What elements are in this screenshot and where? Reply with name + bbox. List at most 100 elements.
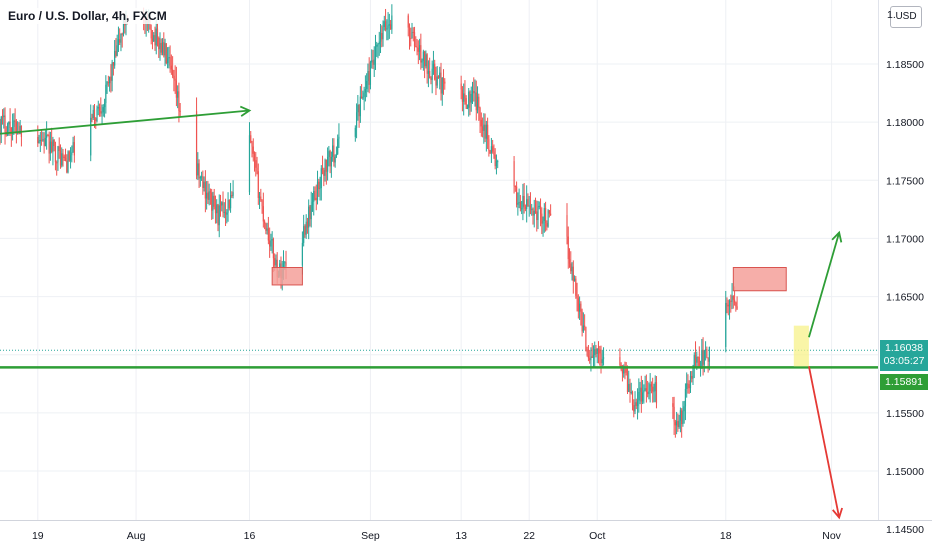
candle-body — [284, 262, 286, 264]
candle-body — [534, 210, 537, 212]
candle-body — [67, 151, 69, 173]
price-tick-label: 1.18000 — [886, 117, 924, 129]
candle-body — [471, 90, 474, 95]
candle-body — [232, 192, 234, 196]
candle-body — [334, 156, 336, 163]
candle-body — [568, 259, 571, 264]
candle-body — [623, 366, 625, 374]
candle-body — [163, 42, 165, 56]
candle-body — [97, 107, 99, 109]
candle-body — [539, 205, 542, 214]
red-resistance-box[interactable] — [271, 267, 303, 286]
candle-body — [73, 142, 75, 156]
candle-body — [476, 96, 479, 111]
red-arrow[interactable] — [808, 366, 841, 518]
candle-body — [547, 210, 549, 227]
green-arrow[interactable] — [0, 109, 250, 135]
candle-body — [71, 152, 73, 156]
green-arrow[interactable] — [808, 232, 841, 338]
candle-body — [209, 191, 212, 193]
candle-body — [9, 121, 11, 129]
candle-body — [473, 90, 475, 93]
green-arrow-head — [239, 105, 252, 117]
candle-body — [529, 205, 532, 210]
candle-body — [332, 145, 334, 157]
time-tick-label: 18 — [720, 530, 732, 542]
candle-body — [315, 197, 317, 201]
candle-body — [576, 295, 578, 299]
candle-body — [114, 50, 116, 66]
yellow-highlight-box[interactable] — [793, 325, 809, 367]
candle-body — [364, 89, 366, 93]
last-price-value: 1.16038 — [885, 342, 923, 354]
candle-body — [542, 220, 544, 224]
candle-body — [736, 306, 738, 309]
candle-body — [494, 154, 496, 167]
candle-body — [257, 171, 259, 198]
candle-body — [514, 186, 516, 188]
candle-body — [484, 124, 486, 139]
time-tick-label: 22 — [523, 530, 535, 542]
candle-body — [252, 146, 254, 154]
candle-body — [571, 266, 573, 272]
candle-body — [214, 206, 217, 214]
currency-button[interactable]: USD — [890, 6, 922, 28]
red-resistance-box[interactable] — [732, 267, 787, 292]
candle-body — [362, 96, 364, 99]
candle-body — [654, 382, 656, 392]
candle-body — [361, 96, 363, 99]
candle-body — [692, 366, 694, 379]
candle-body — [480, 119, 482, 127]
candle-body — [584, 325, 586, 327]
time-axis-ticks: 19Aug16Sep1322Oct18Nov15 — [32, 530, 932, 542]
candle-body — [40, 139, 43, 141]
candle-body — [572, 266, 574, 282]
candle-body — [548, 210, 550, 214]
candle-body — [643, 390, 645, 393]
candle-body — [90, 117, 92, 156]
candle-body — [313, 191, 315, 202]
candle-body — [261, 200, 263, 207]
candle-body — [383, 21, 385, 27]
candle-body — [527, 199, 529, 206]
candle-body — [425, 54, 427, 67]
candle-body — [228, 199, 230, 209]
candle-body — [116, 45, 118, 56]
candle-body — [639, 387, 641, 392]
candle-body — [592, 354, 595, 358]
candle-body — [48, 135, 50, 154]
candle-body — [681, 410, 683, 424]
candle-body — [338, 136, 340, 139]
candle-body — [305, 221, 307, 235]
candle-body — [54, 145, 57, 163]
candle-body — [735, 302, 737, 307]
candle-body — [161, 42, 164, 53]
candle-body — [217, 204, 219, 226]
candle-body — [440, 72, 442, 94]
candle-body — [444, 81, 446, 84]
candle-body — [698, 357, 700, 368]
candle-body — [634, 402, 636, 412]
candle-body — [112, 62, 114, 66]
candle-body — [314, 191, 316, 198]
candle-body — [673, 406, 675, 422]
candle-body — [625, 366, 627, 373]
candle-body — [379, 32, 382, 42]
candle-body — [100, 110, 102, 114]
candle-body — [303, 226, 305, 243]
candle-body — [475, 92, 477, 111]
candle-body — [492, 146, 494, 152]
candle-body — [590, 356, 592, 361]
candle-body — [165, 43, 167, 64]
candle-body — [64, 157, 67, 161]
candle-body — [98, 107, 101, 111]
candle-body — [207, 192, 209, 200]
candle-body — [485, 124, 487, 139]
bar-countdown: 03:05:27 — [883, 355, 925, 367]
candle-body — [628, 383, 630, 392]
candle-body — [702, 349, 704, 365]
candle-body — [694, 355, 697, 363]
time-tick-label: Aug — [127, 530, 146, 542]
candle-body — [68, 151, 70, 161]
